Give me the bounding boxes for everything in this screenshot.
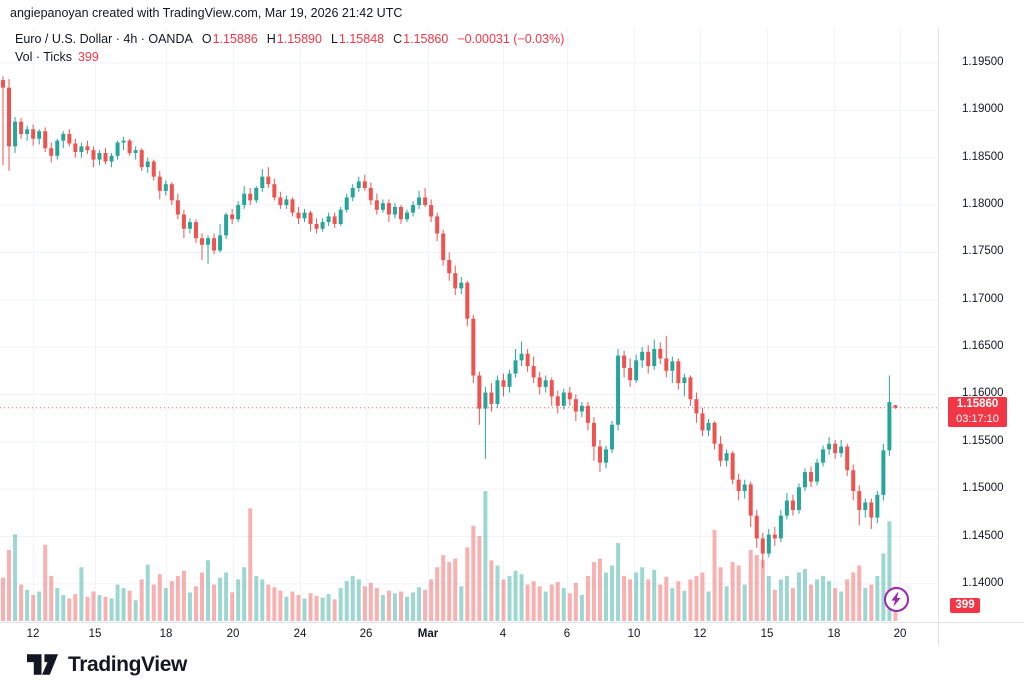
low-value: 1.15848 <box>338 32 385 46</box>
volume-label[interactable]: Vol · Ticks <box>15 50 72 64</box>
attribution-text: angiepanoyan created with TradingView.co… <box>10 6 403 20</box>
tradingview-logo-icon <box>26 654 59 675</box>
volume-badge: 399 <box>950 598 980 613</box>
time-axis[interactable]: 12 15 18 20 24 26 Mar 4 6 10 12 15 18 20 <box>0 622 1024 646</box>
time-axis-label[interactable]: Mar <box>417 628 439 640</box>
grid-lines <box>0 28 938 622</box>
time-axis-label[interactable]: 15 <box>88 628 102 640</box>
time-axis-label[interactable]: 24 <box>293 628 307 640</box>
volume-bars <box>1 491 898 621</box>
time-axis-label[interactable]: 6 <box>563 628 571 640</box>
symbol-legend: Euro / U.S. Dollar · 4h · OANDA O1.15886… <box>15 32 564 46</box>
volume-legend: Vol · Ticks 399 <box>15 50 99 64</box>
time-axis-label[interactable]: 20 <box>226 628 240 640</box>
tradingview-logo-text: TradingView <box>68 652 187 676</box>
open-label: O <box>201 32 212 46</box>
time-axis-label[interactable]: 4 <box>499 628 507 640</box>
time-axis-label[interactable]: 12 <box>26 628 40 640</box>
high-label: H <box>266 32 276 46</box>
time-axis-label[interactable]: 10 <box>627 628 641 640</box>
close-label: C <box>393 32 403 46</box>
last-price-badge-value: 1.15860 <box>956 397 999 410</box>
candlesticks <box>1 76 898 568</box>
low-label: L <box>330 32 338 46</box>
symbol-title[interactable]: Euro / U.S. Dollar · 4h · OANDA <box>15 32 193 46</box>
ohlc-low: L1.15848 <box>331 32 384 46</box>
last-price-badge: 1.15860 03:17:10 <box>948 396 1007 427</box>
time-axis-label[interactable]: 15 <box>760 628 774 640</box>
time-axis-label[interactable]: 18 <box>159 628 173 640</box>
time-axis-label[interactable]: 18 <box>827 628 841 640</box>
open-value: 1.15886 <box>212 32 258 46</box>
boost-button[interactable] <box>883 586 910 613</box>
time-axis-label[interactable]: 12 <box>693 628 707 640</box>
time-axis-label[interactable]: 26 <box>359 628 373 640</box>
lightning-icon <box>884 587 909 612</box>
change-value: −0.00031 (−0.03%) <box>457 32 565 46</box>
bar-countdown: 03:17:10 <box>956 412 999 425</box>
ohlc-high: H1.15890 <box>267 32 322 46</box>
tradingview-logo[interactable]: TradingView <box>26 651 187 678</box>
high-value: 1.15890 <box>276 32 322 46</box>
time-axis-label[interactable]: 20 <box>893 628 907 640</box>
close-value: 1.15860 <box>403 32 449 46</box>
volume-value: 399 <box>77 50 99 64</box>
ohlc-open: O1.15886 <box>202 32 258 46</box>
ohlc-close: C1.15860 <box>393 32 448 46</box>
